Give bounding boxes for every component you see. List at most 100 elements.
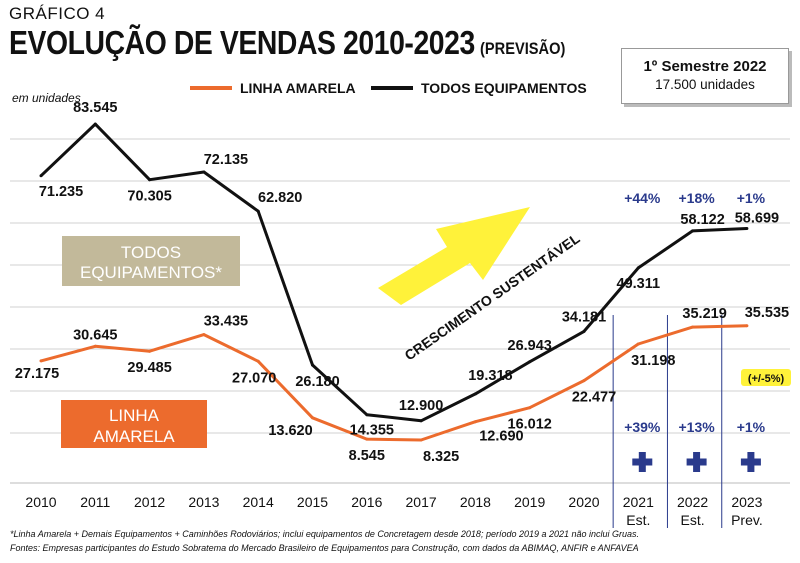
data-point-linha-amarela [473,420,477,424]
growth-linha-1: +13% [678,419,715,435]
data-point-linha-amarela [39,359,43,363]
data-point-linha-amarela [311,416,314,420]
data-point-linha-amarela [148,349,152,353]
data-label-linha-amarela: 30.645 [73,327,117,343]
data-point-todos-equipamentos [148,178,152,182]
chart-kicker: GRÁFICO 4 [9,4,106,23]
x-tick-label: 2021 [623,494,654,510]
plus-icon [686,452,707,472]
info-box-title: 1º Semestre 2022 [643,58,767,75]
data-point-todos-equipamentos [582,329,586,333]
data-point-todos-equipamentos [745,227,749,230]
data-point-todos-equipamentos [311,363,314,367]
data-label-linha-amarela: 8.545 [349,448,385,464]
data-point-linha-amarela [528,406,532,410]
data-label-todos-equipamentos: 58.699 [735,210,779,226]
x-tick-label: 2022 [677,494,708,510]
data-label-todos-equipamentos: 34.181 [562,309,606,325]
x-tick-sublabel: Est. [626,512,650,528]
x-tick-label: 2013 [188,494,219,510]
info-box: 1º Semestre 2022 17.500 unidades [621,48,789,104]
data-point-linha-amarela [745,324,749,328]
growth-linha-0: +39% [624,419,661,435]
data-label-linha-amarela: 35.535 [745,305,789,321]
data-point-todos-equipamentos [256,209,260,213]
data-point-linha-amarela [691,325,695,329]
legend-item-todos: TODOS EQUIPAMENTOS [371,80,587,96]
todos-box-line-2: EQUIPAMENTOS* [80,263,222,282]
data-label-todos-equipamentos: 62.820 [258,190,302,206]
todos-box-line-1: TODOS [121,243,181,262]
legend-label-linha-amarela: LINHA AMARELA [240,80,356,96]
data-label-linha-amarela: 22.477 [572,390,616,406]
data-label-todos-equipamentos: 72.135 [204,152,248,168]
x-tick-label: 2019 [514,494,545,510]
data-label-linha-amarela: 35.219 [682,306,726,322]
growth-todos-2: +1% [737,190,766,206]
data-label-todos-equipamentos: 26.180 [295,374,339,390]
x-tick-sublabel: Est. [681,512,705,528]
legend-item-linha-amarela: LINHA AMARELA [190,80,356,96]
data-point-linha-amarela [582,379,586,383]
data-label-linha-amarela: 31.198 [631,353,675,369]
footnote-1: *Linha Amarela + Demais Equipamentos + C… [10,529,640,539]
data-label-linha-amarela: 8.325 [423,449,459,465]
x-tick-label: 2014 [243,494,274,510]
x-tick-label: 2018 [460,494,491,510]
chart-title: EVOLUÇÃO DE VENDAS 2010-2023 (PREVISÃO) [9,24,565,62]
x-tick-label: 2010 [25,494,56,510]
linha-box [61,400,207,448]
x-tick-label: 2016 [351,494,382,510]
data-label-todos-equipamentos: 19.318 [468,368,512,384]
data-point-linha-amarela [365,437,369,441]
unit-label: em unidades [12,91,81,105]
data-label-linha-amarela: 16.012 [508,417,552,433]
data-label-linha-amarela: 27.175 [15,366,59,382]
legend-swatch-todos [371,86,413,90]
plus-icon-v [693,452,701,472]
data-label-linha-amarela: 33.435 [204,314,248,330]
data-label-linha-amarela: 13.620 [268,423,312,439]
data-label-todos-equipamentos: 12.900 [399,398,443,414]
data-label-todos-equipamentos: 58.122 [680,212,724,228]
todos-box [62,236,240,286]
x-tick-label: 2020 [568,494,599,510]
linha-box-line-2: AMARELA [93,427,175,446]
plus-icon-v [747,452,755,472]
x-tick-label: 2011 [80,494,110,510]
linha-box-line-1: LINHA [109,406,160,425]
x-tick-label: 2015 [297,494,328,510]
data-label-linha-amarela: 27.070 [232,370,276,386]
series-line-linha-amarela [40,324,747,442]
plus-icon [740,452,761,472]
x-tick-sublabel: Prev. [731,512,763,528]
data-point-todos-equipamentos [39,174,43,178]
data-point-todos-equipamentos [636,266,640,270]
info-box-value: 17.500 unidades [655,77,755,92]
x-tick-label: 2023 [731,494,762,510]
legend-label-todos: TODOS EQUIPAMENTOS [421,80,587,96]
note-2023-bg [741,369,791,386]
data-point-todos-equipamentos [691,229,695,233]
data-label-linha-amarela: 29.485 [127,360,171,376]
data-point-linha-amarela [93,344,97,348]
data-point-todos-equipamentos [528,360,532,364]
data-label-todos-equipamentos: 26.943 [508,338,552,354]
data-label-linha-amarela: 12.690 [479,429,523,445]
note-2023: (+/-5%) [748,373,785,385]
data-point-todos-equipamentos [473,392,477,396]
data-label-todos-equipamentos: 83.545 [73,100,117,116]
data-point-todos-equipamentos [419,419,423,423]
data-label-todos-equipamentos: 71.235 [39,184,83,200]
growth-linha-2: +1% [737,419,766,435]
plus-icon-v [638,452,646,472]
x-tick-label: 2012 [134,494,165,510]
legend-swatch-linha-amarela [190,86,232,90]
footnote-2: Fontes: Empresas participantes do Estudo… [10,543,639,553]
data-point-todos-equipamentos [202,170,206,174]
x-tick-label: 2017 [406,494,437,510]
data-point-linha-amarela [256,359,260,363]
data-point-linha-amarela [202,333,206,337]
chart-title-text: EVOLUÇÃO DE VENDAS 2010-2023 [9,24,475,61]
